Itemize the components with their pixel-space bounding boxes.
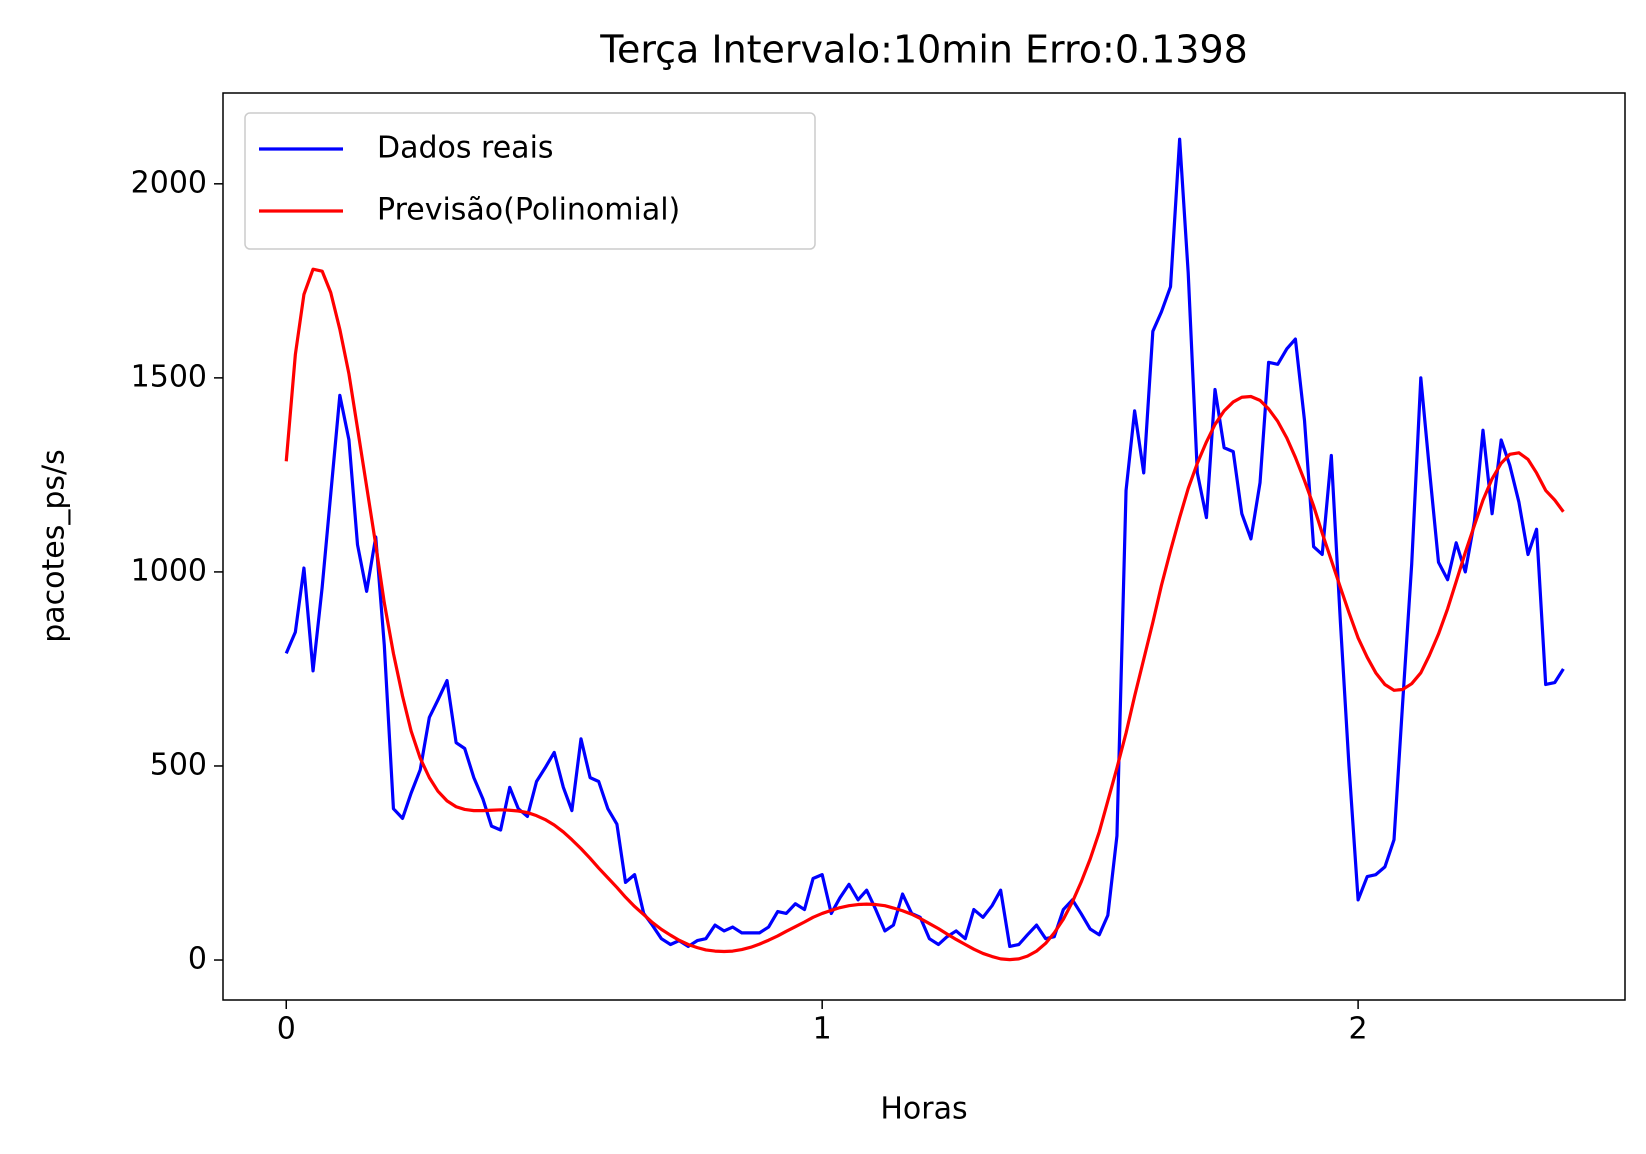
- x-tick-label: 2: [1349, 1012, 1368, 1047]
- y-axis-label: pacotes_ps/s: [37, 449, 72, 643]
- y-tick-label: 1500: [131, 359, 207, 394]
- y-tick-label: 2000: [131, 165, 207, 200]
- y-tick-label: 1000: [131, 553, 207, 588]
- plot-frame: [222, 92, 1626, 1001]
- chart-title: Terça Intervalo:10min Erro:0.1398: [599, 28, 1248, 72]
- data-line: [284, 267, 1565, 962]
- legend: Dados reais Previsão(Polinomial): [244, 112, 816, 250]
- legend-label: Dados reais: [377, 131, 554, 166]
- legend-box: [244, 112, 816, 250]
- y-tick-label: 0: [188, 942, 207, 977]
- y-tick-label: 500: [150, 747, 207, 782]
- x-tick-label: 0: [277, 1012, 296, 1047]
- x-axis-label: Horas: [880, 1092, 967, 1127]
- data-line: [284, 137, 1565, 949]
- legend-label: Previsão(Polinomial): [377, 193, 680, 228]
- x-tick-label: 1: [813, 1012, 832, 1047]
